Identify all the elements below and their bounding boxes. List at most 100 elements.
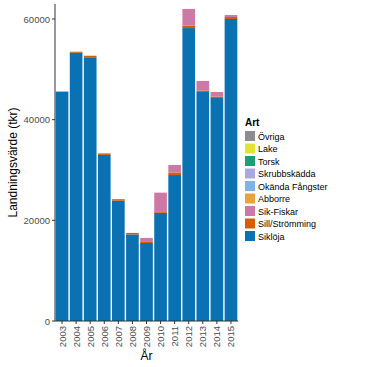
legend-label: Övriga: [258, 132, 285, 142]
bar-segment: [98, 155, 111, 321]
legend-swatch: [245, 156, 255, 166]
y-tick-label: 60000: [24, 14, 50, 25]
bar-segment: [154, 192, 167, 193]
legend-label: Torsk: [258, 157, 280, 167]
bar-segment: [225, 14, 238, 15]
bar-segment: [140, 237, 153, 238]
bar-segment: [140, 238, 153, 242]
bar-segment: [225, 17, 238, 19]
bar-segment: [154, 213, 167, 321]
bar-segment: [182, 8, 195, 9]
bar-segment: [70, 51, 83, 52]
bar-segment: [112, 199, 125, 200]
y-tick-label: 0: [45, 316, 50, 327]
bar-segment: [56, 91, 69, 92]
x-tick: [90, 321, 91, 324]
bar-segment: [168, 164, 181, 165]
x-axis-label: År: [141, 348, 153, 363]
bar-segment: [182, 8, 195, 9]
bar-segment: [84, 55, 97, 56]
bar-segment: [98, 153, 111, 154]
y-axis: [55, 4, 56, 321]
bar-segment: [211, 98, 224, 321]
legend-label: Sik-Fiskar: [258, 207, 298, 217]
bar-segment: [70, 51, 83, 52]
bar-segment: [211, 97, 224, 99]
bar-segment: [196, 80, 209, 81]
bar-segment: [140, 237, 153, 238]
bar-segment: [211, 91, 224, 92]
bar-segment: [154, 192, 167, 193]
bar-segment: [84, 56, 97, 58]
x-tick-label: 2005: [85, 326, 96, 347]
bar-segment: [182, 8, 195, 9]
bar-segment: [84, 57, 97, 321]
x-tick-label: 2015: [225, 326, 236, 347]
bar-segment: [84, 55, 97, 56]
bar-segment: [126, 232, 139, 233]
bar-segment: [211, 91, 224, 92]
bar-segment: [56, 91, 69, 92]
bar-segment: [70, 52, 83, 53]
x-tick-label: 2011: [169, 326, 180, 346]
bar-segment: [140, 237, 153, 238]
bar-segment: [154, 192, 167, 193]
bar-segment: [154, 192, 167, 193]
bar-segment: [182, 8, 195, 9]
bar-segment: [168, 164, 181, 165]
bar-segment: [211, 91, 224, 92]
bar-segment: [154, 192, 167, 193]
bar-segment: [70, 51, 83, 52]
x-tick: [160, 321, 161, 324]
bar-segment: [196, 92, 209, 321]
bar-segment: [196, 90, 209, 92]
legend-swatch: [245, 181, 255, 191]
bar-segment: [154, 193, 167, 212]
legend-label: Okända Fångster: [258, 182, 328, 192]
bar-segment: [182, 8, 195, 9]
bar-segment: [126, 233, 139, 235]
bar-segment: [84, 55, 97, 56]
bar-segment: [70, 51, 83, 52]
bar-segment: [70, 51, 83, 52]
x-tick: [62, 321, 63, 324]
legend-label: Lake: [258, 144, 278, 154]
x-tick: [76, 321, 77, 324]
bar-segment: [112, 199, 125, 200]
bar-segment: [225, 14, 238, 15]
x-tick: [174, 321, 175, 324]
bar-segment: [98, 153, 111, 154]
legend-swatch: [245, 169, 255, 179]
bar-segment: [182, 9, 195, 26]
bar-segment: [211, 92, 224, 97]
bar-segment: [196, 80, 209, 81]
bar-segment: [112, 199, 125, 200]
legend-title: Art: [245, 117, 260, 128]
bar-segment: [182, 8, 195, 9]
bar-segment: [168, 164, 181, 165]
y-axis-label: Landningsvärde (tkr): [6, 107, 20, 217]
x-tick: [132, 321, 133, 324]
legend-swatch: [245, 131, 255, 141]
legend-swatch: [245, 194, 255, 204]
bar-segment: [182, 28, 195, 321]
x-tick: [146, 321, 147, 324]
bar-segment: [196, 81, 209, 91]
bar-segment: [112, 199, 125, 200]
bar-segment: [84, 55, 97, 56]
legend-label: Siklöja: [258, 232, 285, 242]
bar-segment: [126, 234, 139, 321]
bar-segment: [225, 14, 238, 15]
bar-segment: [112, 199, 125, 200]
x-tick-label: 2010: [155, 326, 166, 347]
legend-label: Abborre: [258, 194, 290, 204]
bar-segment: [98, 153, 111, 155]
x-tick-label: 2014: [211, 326, 222, 347]
bar-segment: [140, 237, 153, 238]
x-tick-label: 2004: [71, 326, 82, 347]
bar-segment: [84, 55, 97, 56]
legend-swatch: [245, 206, 255, 216]
bar-segment: [112, 201, 125, 321]
x-tick-label: 2007: [113, 326, 124, 347]
bar-segment: [98, 153, 111, 154]
